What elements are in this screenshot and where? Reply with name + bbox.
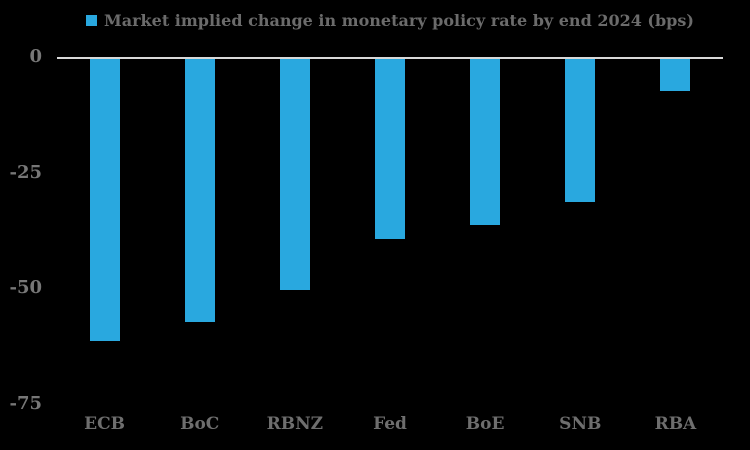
legend-label: Market implied change in monetary policy… xyxy=(104,11,694,30)
bar-column: BoC xyxy=(152,59,247,437)
bar-column: RBA xyxy=(628,59,723,437)
x-axis-zero-line xyxy=(57,57,723,59)
bar-column: RBNZ xyxy=(247,59,342,437)
y-tick-label: 0 xyxy=(29,46,42,67)
x-axis-label: SNB xyxy=(559,414,602,434)
chart-legend: Market implied change in monetary policy… xyxy=(57,11,723,30)
x-axis-label: BoE xyxy=(465,414,505,434)
bar-column: BoE xyxy=(438,59,533,437)
bar-column: Fed xyxy=(342,59,437,437)
bar-column: SNB xyxy=(533,59,628,437)
bar xyxy=(89,59,120,341)
bar xyxy=(660,59,691,91)
y-tick-label: -50 xyxy=(9,277,42,298)
x-axis-label: BoC xyxy=(180,414,220,434)
bar xyxy=(374,59,405,239)
bars-container: ECB BoC RBNZ Fed BoE SNB RBA xyxy=(57,59,723,437)
x-axis-label: ECB xyxy=(84,414,125,434)
bar xyxy=(279,59,310,290)
legend-swatch-icon xyxy=(86,15,98,26)
x-axis-label: Fed xyxy=(373,414,407,434)
bar xyxy=(184,59,215,322)
bar xyxy=(470,59,501,225)
y-tick-label: -75 xyxy=(9,393,42,414)
plot-area: ECB BoC RBNZ Fed BoE SNB RBA xyxy=(57,57,723,437)
x-axis-label: RBNZ xyxy=(266,414,324,434)
bar xyxy=(565,59,596,202)
y-tick-label: -25 xyxy=(9,162,42,183)
x-axis-label: RBA xyxy=(654,414,697,434)
bar-column: ECB xyxy=(57,59,152,437)
